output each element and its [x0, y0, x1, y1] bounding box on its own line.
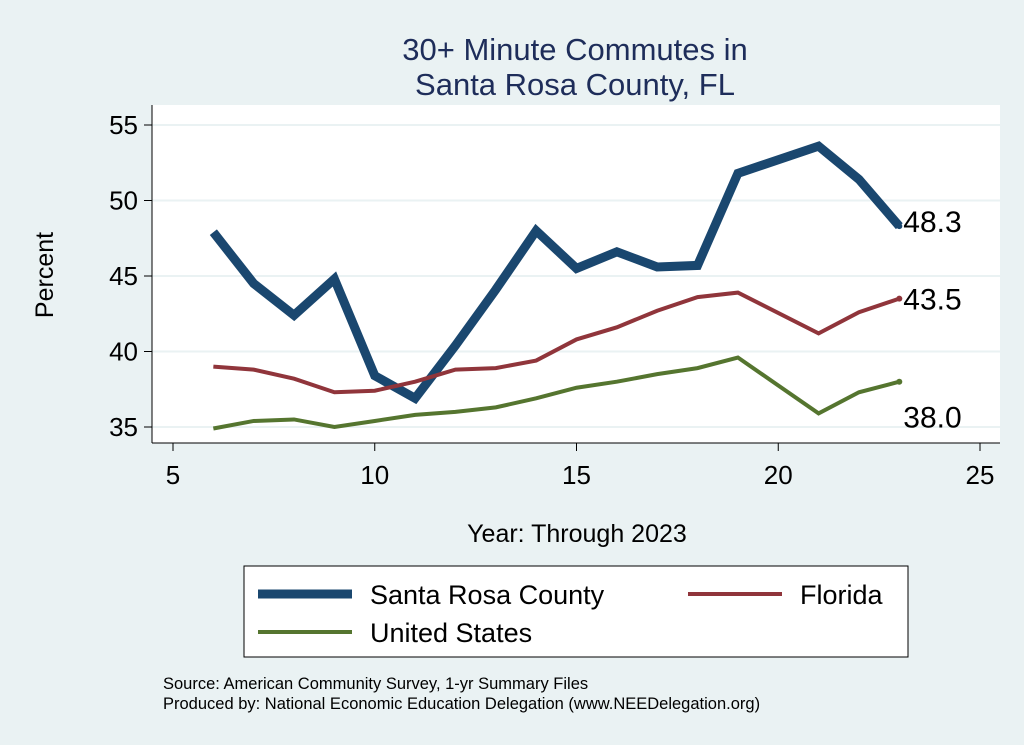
- end-marker-santa-rosa-county: [896, 223, 903, 230]
- legend-box: [243, 565, 909, 658]
- x-tick-label: 25: [966, 460, 995, 490]
- y-axis-label: Percent: [31, 232, 59, 318]
- y-tick-label: 45: [109, 261, 138, 291]
- x-tick-label: 10: [360, 460, 389, 490]
- y-tick-label: 50: [109, 186, 138, 216]
- end-marker-florida: [896, 295, 903, 302]
- plot-area: [152, 105, 1000, 443]
- end-label-united-states: 38.0: [903, 402, 961, 435]
- legend-label-united-states: United States: [370, 618, 532, 648]
- y-tick-label: 40: [109, 337, 138, 367]
- end-marker-united-states: [896, 378, 903, 385]
- x-tick-label: 20: [764, 460, 793, 490]
- end-label-florida: 43.5: [903, 284, 961, 317]
- legend: Santa Rosa County Florida United States: [243, 565, 909, 658]
- x-axis-label: Year: Through 2023: [467, 520, 687, 548]
- y-tick-label: 35: [109, 412, 138, 442]
- producer-note: Produced by: National Economic Education…: [163, 695, 760, 713]
- chart-title-line-1: 30+ Minute Commutes in: [402, 32, 747, 67]
- end-label-santa-rosa-county: 48.3: [903, 206, 961, 239]
- source-note: Source: American Community Survey, 1-yr …: [163, 675, 588, 693]
- legend-label-santa-rosa: Santa Rosa County: [370, 580, 605, 610]
- legend-label-florida: Florida: [800, 580, 884, 610]
- y-tick-label: 55: [109, 110, 138, 140]
- chart-title-line-2: Santa Rosa County, FL: [415, 67, 735, 102]
- x-tick-label: 5: [166, 460, 180, 490]
- x-tick-label: 15: [562, 460, 591, 490]
